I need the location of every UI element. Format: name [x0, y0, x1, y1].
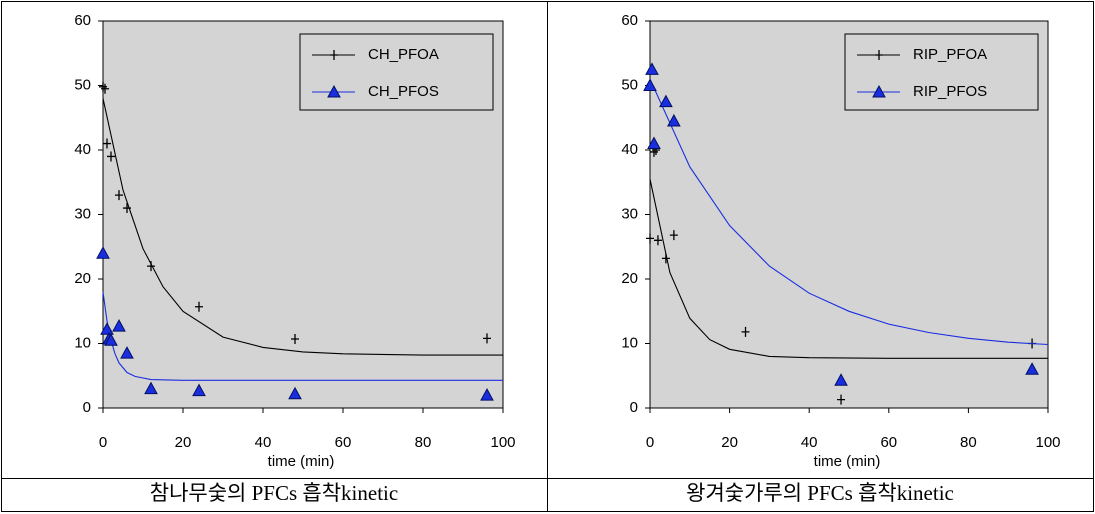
plus-marker [123, 203, 131, 214]
plus-marker [291, 333, 299, 344]
x-tick-label: 20 [721, 434, 738, 451]
triangle-marker [112, 319, 126, 332]
triangle-marker [104, 333, 118, 346]
y-tick-label: 20 [621, 270, 638, 287]
y-tick-label: 50 [74, 76, 91, 93]
x-tick-label: 60 [335, 434, 352, 451]
y-tick-label: 40 [621, 141, 638, 158]
triangle-marker [100, 322, 114, 335]
x-tick-label: 0 [646, 434, 654, 451]
triangle-marker [1025, 362, 1039, 375]
plus-marker [646, 233, 654, 244]
triangle-marker [120, 346, 134, 359]
x-axis-label: time (min) [268, 453, 335, 470]
plus-marker [483, 333, 491, 344]
triangle-marker [192, 383, 206, 397]
y-tick-label: 50 [621, 76, 638, 93]
triangle-marker [480, 388, 494, 401]
legend-label: CH_PFOS [368, 83, 439, 100]
plus-marker [107, 151, 115, 162]
plus-marker [101, 83, 109, 94]
plus-marker [115, 190, 123, 201]
plus-marker [661, 253, 670, 264]
plus-marker [669, 230, 678, 241]
x-tick-label: 40 [801, 434, 818, 451]
triangle-marker [144, 381, 158, 395]
plus-marker [653, 235, 662, 246]
y-tick-label: 40 [74, 141, 91, 158]
y-tick-label: 10 [621, 334, 638, 351]
triangle-marker [834, 373, 848, 386]
y-tick-label: 30 [74, 205, 91, 222]
x-tick-label: 40 [255, 434, 272, 451]
legend-label: RIP_PFOA [913, 46, 987, 63]
x-tick-label: 0 [99, 434, 107, 451]
y-tick-label: 0 [630, 399, 638, 416]
y-tick-label: 30 [621, 205, 638, 222]
plus-marker [103, 138, 111, 149]
x-axis-label: time (min) [814, 453, 881, 470]
triangle-marker [659, 94, 673, 108]
plus-marker [147, 261, 155, 272]
legend-marker [327, 84, 341, 98]
y-tick-label: 10 [74, 334, 91, 351]
fit-curve [649, 178, 1048, 359]
triangle-marker [667, 113, 681, 127]
plus-marker [195, 301, 203, 312]
x-tick-label: 80 [415, 434, 432, 451]
x-tick-label: 100 [1035, 434, 1060, 451]
triangle-marker [643, 78, 657, 91]
x-tick-label: 100 [490, 434, 515, 451]
legend-label: CH_PFOA [368, 46, 439, 63]
x-tick-label: 20 [175, 434, 192, 451]
legend-marker [875, 50, 883, 60]
triangle-marker [647, 136, 661, 150]
plus-marker [837, 394, 846, 405]
y-tick-label: 60 [621, 12, 638, 29]
triangle-marker [288, 386, 302, 400]
y-tick-label: 20 [74, 270, 91, 287]
caption: 참나무숯의 PFCs 흡착kinetic [150, 481, 398, 505]
plus-marker [741, 326, 750, 337]
triangle-marker [96, 246, 110, 259]
fit-curve [102, 98, 503, 356]
legend-label: RIP_PFOS [913, 83, 987, 100]
y-tick-label: 0 [83, 399, 91, 416]
plus-marker [99, 81, 107, 92]
legend-marker [330, 50, 338, 60]
x-tick-label: 60 [880, 434, 897, 451]
caption: 왕겨숯가루의 PFCs 흡착kinetic [686, 481, 954, 505]
legend-marker [872, 84, 886, 98]
triangle-marker [645, 62, 659, 75]
y-tick-label: 60 [74, 12, 91, 29]
fit-curve [649, 78, 1049, 346]
x-tick-label: 80 [960, 434, 977, 451]
